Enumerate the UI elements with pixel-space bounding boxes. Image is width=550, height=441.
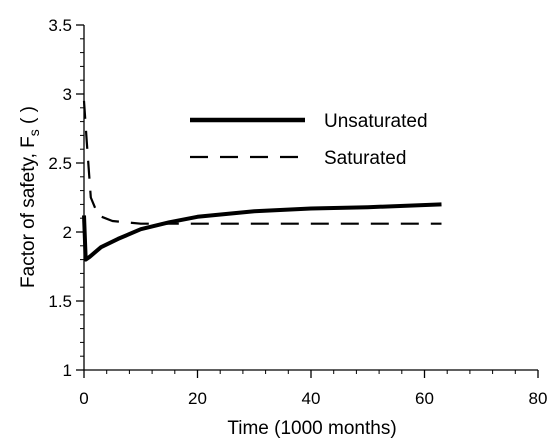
- y-axis-title: Factor of safety, Fs ( ): [18, 106, 42, 288]
- y-tick-label: 3.5: [48, 16, 72, 35]
- y-tick-label: 1.5: [48, 292, 72, 311]
- x-tick-label: 0: [79, 389, 88, 408]
- y-tick-label: 2.5: [48, 154, 72, 173]
- x-tick-label: 20: [188, 389, 207, 408]
- series-line-unsaturated: [82, 202, 442, 262]
- x-axis-title: Time (1000 months): [227, 418, 396, 439]
- y-axis-title-subscript: s: [26, 129, 42, 136]
- legend: Unsaturated Saturated: [190, 111, 428, 169]
- y-axis-title-main: Factor of safety, F: [18, 136, 39, 288]
- series-line-saturated: [82, 100, 442, 225]
- x-tick-label: 40: [302, 389, 321, 408]
- y-tick-label: 1: [63, 361, 72, 380]
- y-axis-title-suffix: ( ): [18, 106, 39, 129]
- legend-label-unsaturated: Unsaturated: [324, 111, 428, 132]
- legend-label-saturated: Saturated: [324, 148, 406, 169]
- x-tick-label: 80: [529, 389, 548, 408]
- y-tick-label: 2: [63, 223, 72, 242]
- plot-area: 1 1.5 2 2.5 3 3.5 0 20 40 60 80: [48, 16, 547, 408]
- y-tick-label: 3: [63, 85, 72, 104]
- x-tick-label: 60: [415, 389, 434, 408]
